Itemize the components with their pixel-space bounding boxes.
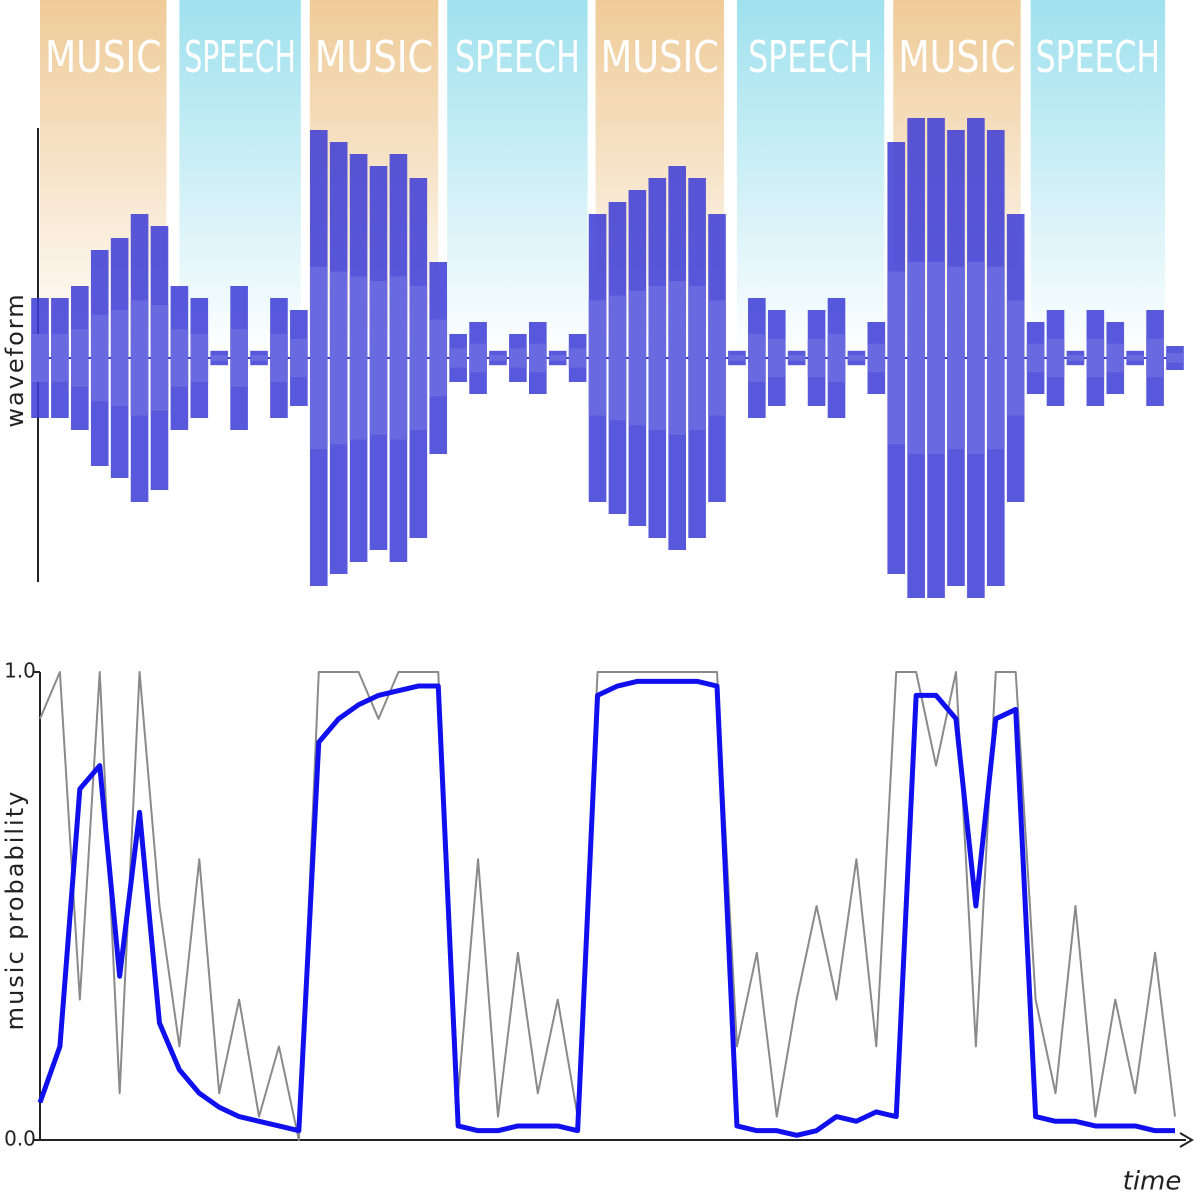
segment-label: MUSIC <box>315 32 433 83</box>
waveform-core <box>309 266 328 450</box>
waveform-core <box>1026 343 1045 373</box>
waveform-core <box>548 355 567 361</box>
waveform-core <box>150 305 169 411</box>
waveform-core <box>509 348 527 368</box>
waveform-core <box>728 355 746 361</box>
segment-band <box>1030 0 1166 358</box>
waveform-core <box>1046 338 1065 378</box>
series-line <box>37 678 1175 1138</box>
waveform-core <box>250 355 268 361</box>
waveform-core <box>529 343 547 373</box>
waveform-core <box>847 355 866 361</box>
segment-label: SPEECH <box>184 32 295 83</box>
waveform-core <box>967 262 985 454</box>
waveform-core <box>568 348 587 368</box>
waveform-core <box>290 338 308 378</box>
waveform-core <box>349 276 368 440</box>
waveform-core <box>369 281 388 435</box>
waveform-core <box>1146 338 1164 378</box>
waveform-core <box>588 300 607 416</box>
waveform-core <box>489 355 507 361</box>
waveform-core <box>130 300 149 416</box>
waveform-core <box>389 276 408 440</box>
waveform-core <box>449 348 467 368</box>
segment-label: MUSIC <box>45 32 161 83</box>
waveform-core <box>907 262 925 454</box>
probability-y-label: music probability <box>1 790 29 1031</box>
waveform-core <box>608 295 627 421</box>
segment-label: SPEECH <box>455 32 580 83</box>
waveform-core <box>71 329 89 387</box>
waveform-core <box>1106 343 1125 373</box>
waveform-core <box>469 343 487 373</box>
waveform-core <box>110 310 129 406</box>
x-axis-arrow <box>1179 1132 1194 1148</box>
waveform-core <box>986 266 1005 450</box>
waveform-core <box>90 314 109 402</box>
waveform-core <box>51 334 69 382</box>
waveform-core <box>748 334 766 382</box>
waveform-core <box>1086 338 1105 378</box>
waveform-y-label: waveform <box>1 292 29 427</box>
y-tick-label: 1.0 <box>4 659 36 683</box>
waveform-core <box>230 329 248 387</box>
waveform-core <box>887 271 906 445</box>
waveform-core <box>31 334 49 382</box>
waveform-core <box>329 271 348 445</box>
waveform-core <box>688 286 706 430</box>
waveform-core <box>1066 355 1085 361</box>
waveform-core <box>648 286 667 430</box>
segment-label: MUSIC <box>601 32 719 83</box>
waveform-core <box>947 266 965 450</box>
waveform-core <box>628 290 647 426</box>
waveform-core <box>270 334 288 382</box>
waveform-core <box>1166 353 1184 363</box>
waveform-core <box>827 334 846 382</box>
waveform-core <box>190 334 209 382</box>
waveform-core <box>210 355 229 361</box>
segment-label: SPEECH <box>1036 32 1160 83</box>
y-tick-label: 0.0 <box>4 1127 36 1151</box>
waveform-core <box>867 343 886 373</box>
waveform-core <box>767 338 786 378</box>
waveform-core <box>429 319 448 397</box>
waveform-core <box>170 329 189 387</box>
segment-label: SPEECH <box>748 32 873 83</box>
waveform-core <box>1126 355 1144 361</box>
x-axis-label: time <box>1123 1167 1182 1197</box>
segment-label: MUSIC <box>898 32 1015 83</box>
segment-band <box>447 0 588 358</box>
waveform-core <box>1006 300 1025 416</box>
waveform-core <box>927 262 945 454</box>
waveform-core <box>409 286 428 430</box>
series-line <box>39 671 1176 1141</box>
waveform-core <box>668 281 686 435</box>
waveform-core <box>807 338 826 378</box>
waveform-core <box>708 300 726 416</box>
waveform-core <box>787 355 806 361</box>
